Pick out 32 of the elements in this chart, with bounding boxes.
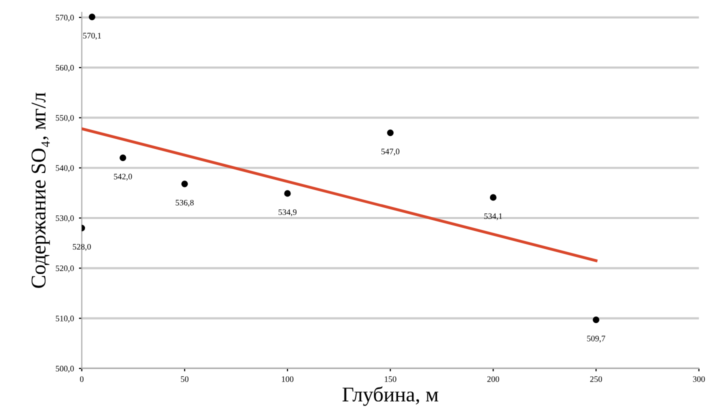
data-label: 536,8 (176, 200, 194, 207)
y-tick-label: 500,0 (56, 366, 74, 373)
point (88, 14, 96, 20)
data-label: 534,1 (484, 213, 502, 220)
y-axis-title: Содержание SO₄, мг/л (32, 92, 50, 288)
x-axis-title: Глубина, м (342, 386, 438, 406)
x-tick-label: 300 (693, 376, 705, 382)
point (592, 316, 600, 324)
y-tick-label: 510,0 (56, 316, 74, 322)
data-label: 570,1 (83, 32, 101, 40)
x-tick-label: 150 (384, 376, 396, 382)
x-tick-label: 250 (590, 376, 602, 382)
point (490, 194, 496, 201)
data-label: 509,7 (587, 336, 606, 343)
x-tick-label: 0 (80, 376, 84, 382)
x-tick-label: 50 (180, 376, 188, 382)
y-tick-label: 560,0 (56, 64, 74, 72)
data-label: 547,0 (381, 148, 400, 156)
y-tick-label: 540,0 (56, 165, 74, 172)
point (181, 180, 188, 188)
data-label: 534,9 (278, 209, 297, 216)
x-tick-label: 200 (487, 376, 500, 382)
y-tick-label: 570,0 (56, 14, 74, 22)
x-tick-label: 100 (282, 376, 294, 382)
data-label: 542,0 (114, 174, 132, 181)
point (120, 154, 126, 162)
point (284, 190, 291, 197)
point (387, 129, 394, 136)
y-tick-label: 530,0 (56, 215, 74, 222)
y-tick-label: 520,0 (56, 266, 74, 272)
y-tick-label: 550,0 (56, 115, 74, 122)
data-label: 528,0 (72, 244, 91, 251)
